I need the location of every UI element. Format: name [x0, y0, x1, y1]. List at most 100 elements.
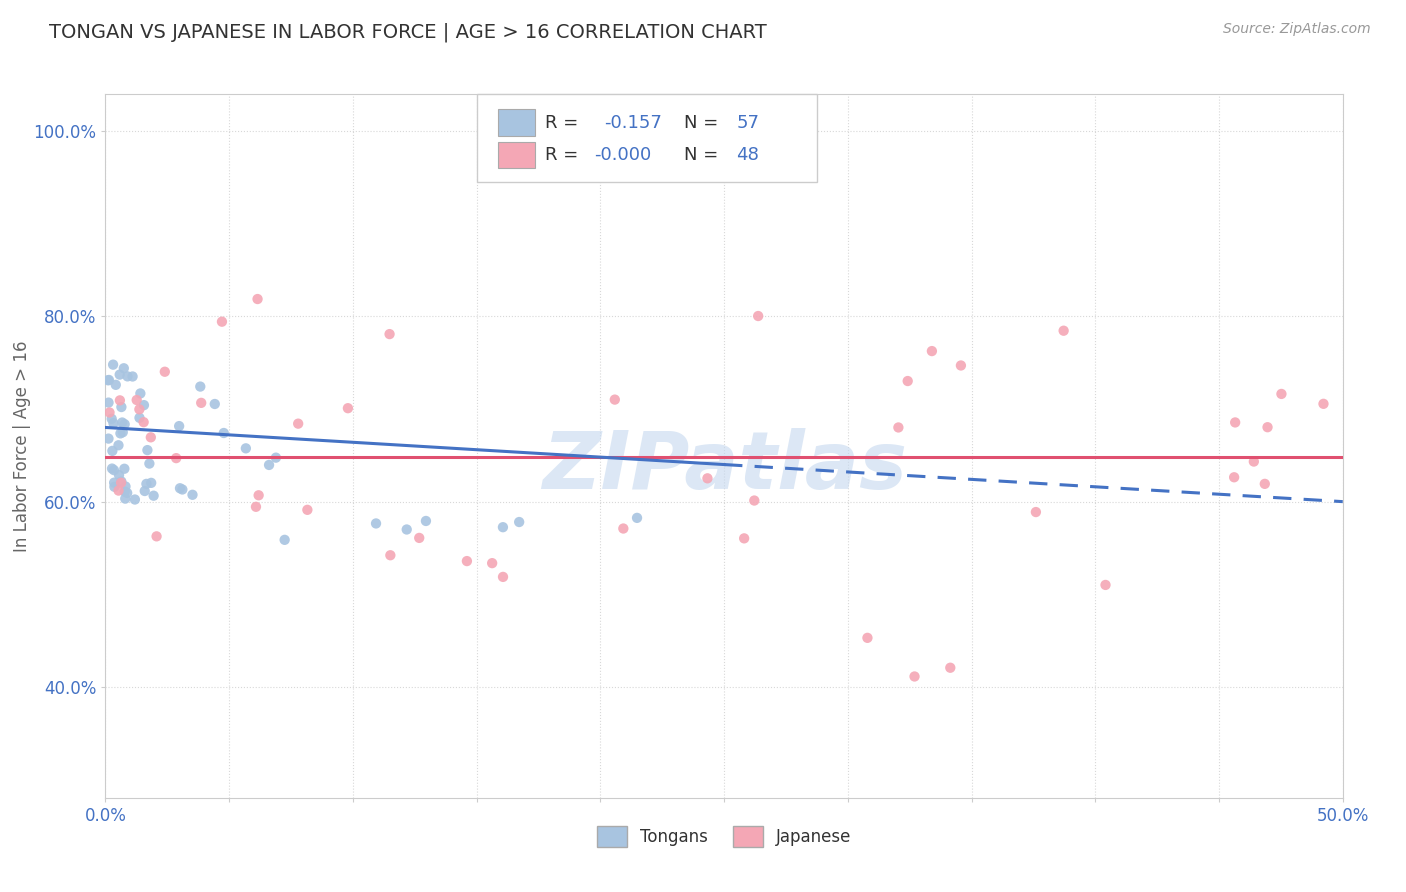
Point — [1243, 454, 1265, 468]
Point — [108, 468, 131, 483]
Point — [245, 500, 267, 514]
Point — [172, 483, 194, 497]
Point — [97, 395, 120, 409]
Point — [136, 443, 159, 458]
Point — [104, 377, 127, 392]
Point — [115, 486, 138, 500]
Point — [456, 554, 478, 568]
Point — [211, 315, 233, 329]
Point — [364, 516, 387, 531]
Point — [733, 532, 755, 546]
Point — [103, 475, 125, 490]
Point — [111, 425, 134, 440]
Point — [107, 438, 129, 452]
Point — [273, 533, 295, 547]
Point — [107, 483, 129, 498]
Point — [114, 479, 136, 493]
Point — [204, 397, 226, 411]
Text: 48: 48 — [737, 146, 759, 164]
Point — [110, 400, 132, 414]
Point — [98, 405, 121, 419]
Point — [101, 461, 124, 475]
Point — [887, 420, 910, 434]
Point — [378, 327, 401, 342]
Point — [103, 416, 125, 430]
Text: R =: R = — [544, 113, 589, 131]
Text: N =: N = — [685, 146, 724, 164]
Point — [165, 451, 187, 466]
Point — [97, 373, 120, 387]
FancyBboxPatch shape — [477, 94, 817, 182]
Point — [97, 432, 120, 446]
Text: -0.000: -0.000 — [595, 146, 651, 164]
Point — [1094, 578, 1116, 592]
Point — [112, 361, 135, 376]
Point — [188, 379, 211, 393]
Point — [949, 359, 972, 373]
Point — [134, 483, 156, 498]
Point — [742, 493, 765, 508]
Point — [380, 548, 402, 562]
Point — [108, 368, 131, 382]
Legend: Tongans, Japanese: Tongans, Japanese — [591, 820, 858, 854]
Point — [903, 669, 925, 683]
Point — [138, 457, 160, 471]
Point — [1254, 476, 1277, 491]
Point — [190, 396, 212, 410]
Point — [856, 631, 879, 645]
Point — [135, 476, 157, 491]
Point — [100, 412, 122, 426]
Point — [125, 392, 148, 407]
Point — [142, 489, 165, 503]
Point — [145, 529, 167, 543]
Text: R =: R = — [544, 146, 583, 164]
Point — [696, 471, 718, 485]
Point — [612, 522, 634, 536]
Point — [1052, 324, 1074, 338]
Point — [287, 417, 309, 431]
Point — [626, 511, 648, 525]
Point — [297, 503, 319, 517]
Point — [97, 373, 120, 387]
Point — [1025, 505, 1047, 519]
Point — [603, 392, 626, 407]
Point — [132, 398, 155, 412]
Text: TONGAN VS JAPANESE IN LABOR FORCE | AGE > 16 CORRELATION CHART: TONGAN VS JAPANESE IN LABOR FORCE | AGE … — [49, 22, 766, 42]
Point — [110, 475, 132, 490]
Point — [415, 514, 437, 528]
Point — [481, 556, 503, 570]
Text: ZIPatlas: ZIPatlas — [541, 428, 907, 506]
Point — [101, 358, 124, 372]
Point — [110, 426, 132, 441]
Point — [153, 365, 176, 379]
Point — [124, 492, 146, 507]
Point — [235, 442, 257, 456]
Point — [336, 401, 359, 416]
Point — [167, 419, 190, 434]
Point — [395, 523, 418, 537]
Point — [508, 515, 530, 529]
Bar — [498, 109, 534, 136]
Point — [264, 450, 287, 465]
Point — [112, 462, 135, 476]
Point — [110, 475, 132, 489]
Text: 57: 57 — [737, 113, 759, 131]
Text: -0.157: -0.157 — [605, 113, 662, 131]
Point — [117, 369, 139, 384]
Text: N =: N = — [685, 113, 724, 131]
Point — [921, 344, 943, 359]
Point — [101, 443, 124, 458]
Point — [212, 425, 235, 440]
Point — [257, 458, 280, 472]
Point — [492, 570, 515, 584]
Point — [129, 386, 152, 401]
Point — [169, 481, 191, 495]
Point — [108, 393, 131, 408]
Point — [139, 430, 162, 444]
Point — [114, 484, 136, 499]
Y-axis label: In Labor Force | Age > 16: In Labor Force | Age > 16 — [13, 340, 31, 552]
Bar — [498, 142, 534, 169]
Point — [408, 531, 430, 545]
Point — [103, 480, 125, 494]
Point — [246, 292, 269, 306]
